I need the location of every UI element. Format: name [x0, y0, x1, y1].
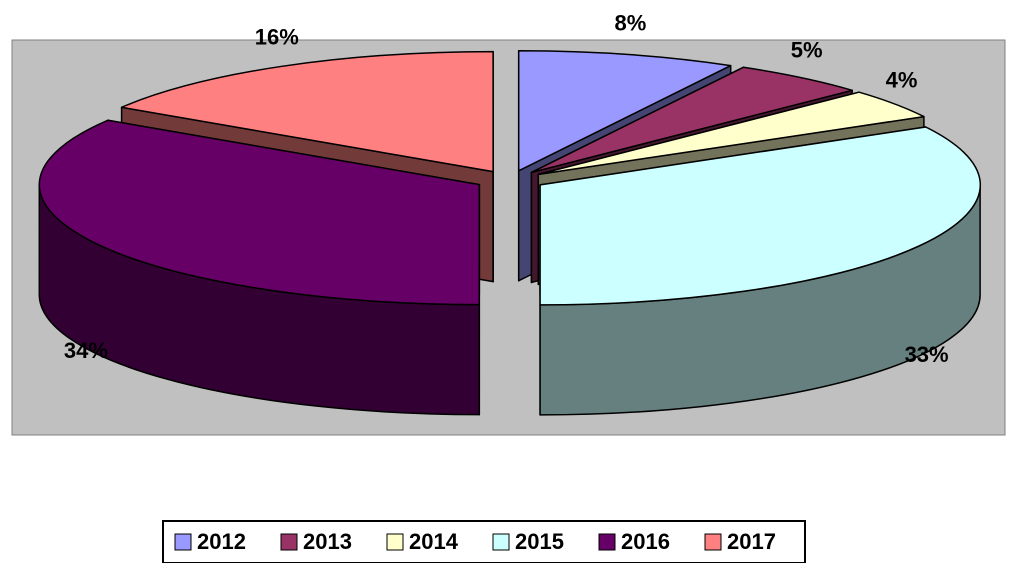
legend-swatch — [705, 534, 721, 550]
legend-swatch — [387, 534, 403, 550]
data-label: 16% — [255, 24, 299, 49]
legend-swatch — [175, 534, 191, 550]
legend-label: 2015 — [515, 529, 564, 554]
data-label: 4% — [886, 68, 918, 93]
legend-swatch — [599, 534, 615, 550]
legend-label: 2014 — [409, 529, 459, 554]
legend-label: 2017 — [727, 529, 776, 554]
data-label: 34% — [64, 338, 108, 363]
data-label: 33% — [905, 342, 949, 367]
legend-label: 2016 — [621, 529, 670, 554]
legend-swatch — [281, 534, 297, 550]
legend-swatch — [493, 534, 509, 550]
legend-label: 2012 — [197, 529, 246, 554]
data-label: 8% — [614, 11, 646, 36]
data-label: 5% — [791, 37, 823, 62]
legend-label: 2013 — [303, 529, 352, 554]
